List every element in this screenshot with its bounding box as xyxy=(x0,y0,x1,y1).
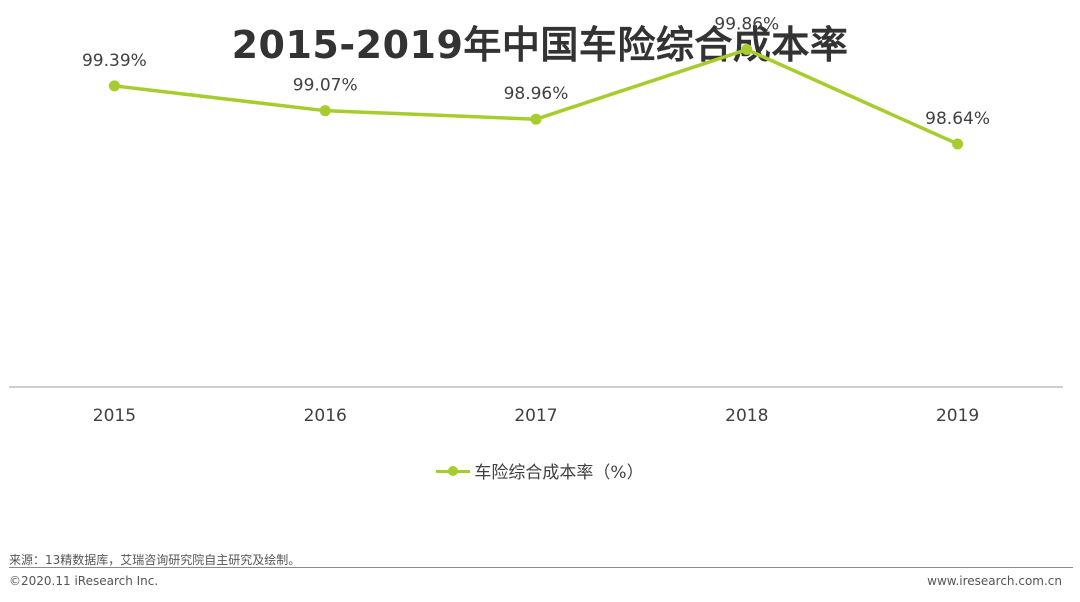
data-label: 99.86% xyxy=(714,15,779,35)
data-label: 98.96% xyxy=(504,84,569,104)
x-tick-label: 2018 xyxy=(725,406,768,426)
data-point xyxy=(530,113,542,125)
legend-label: 车险综合成本率（%） xyxy=(474,463,644,483)
footer-divider xyxy=(9,567,1073,568)
legend-line-marker-icon xyxy=(436,464,471,478)
data-labels: 99.39% 99.07% 98.96% 99.86% 98.64% xyxy=(82,15,990,129)
series-points xyxy=(108,44,964,150)
x-tick-label: 2017 xyxy=(514,406,557,426)
data-point xyxy=(741,44,753,56)
data-point xyxy=(108,80,120,92)
x-tick-label: 2016 xyxy=(304,406,347,426)
data-label: 99.39% xyxy=(82,51,147,71)
website-link[interactable]: www.iresearch.com.cn xyxy=(927,574,1062,588)
data-point xyxy=(319,105,331,117)
legend: 车险综合成本率（%） xyxy=(0,458,1080,483)
copyright-text: ©2020.11 iResearch Inc. xyxy=(9,574,159,588)
data-point xyxy=(952,138,964,150)
x-tick-label: 2019 xyxy=(936,406,979,426)
data-label: 99.07% xyxy=(293,76,358,96)
x-tick-labels: 2015 2016 2017 2018 2019 xyxy=(93,406,979,426)
x-tick-label: 2015 xyxy=(93,406,136,426)
data-label: 98.64% xyxy=(925,109,990,129)
source-note: 来源：13精数据库，艾瑞咨询研究院自主研究及绘制。 xyxy=(9,553,301,567)
